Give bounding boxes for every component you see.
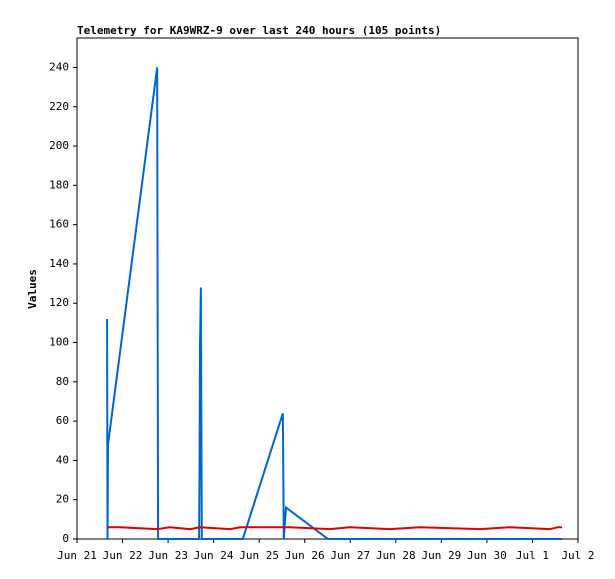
y-tick-label: 180: [49, 178, 69, 191]
y-tick-label: 120: [49, 296, 69, 309]
x-tick-label: Jun 30: [467, 549, 507, 562]
data-line: [106, 67, 563, 540]
x-tick-label: Jun 28: [376, 549, 416, 562]
x-tick-label: Jul 1: [516, 549, 549, 562]
y-tick-label: 240: [49, 60, 69, 73]
x-tick-label: Jun 23: [148, 549, 188, 562]
data-line: [107, 526, 563, 531]
y-tick-label: 80: [56, 375, 69, 388]
y-tick-label: 220: [49, 100, 69, 113]
y-tick-label: 160: [49, 218, 69, 231]
y-tick-label: 100: [49, 336, 69, 349]
y-tick-label: 60: [56, 414, 69, 427]
y-tick-label: 0: [62, 532, 69, 545]
x-tick-label: Jun 21: [57, 549, 97, 562]
x-tick-label: Jul 2: [561, 549, 594, 562]
y-tick-label: 140: [49, 257, 69, 270]
x-tick-label: Jun 22: [103, 549, 143, 562]
x-tick-label: Jun 25: [239, 549, 279, 562]
x-tick-label: Jun 29: [421, 549, 461, 562]
x-tick-label: Jun 27: [330, 549, 370, 562]
x-tick-label: Jun 26: [285, 549, 325, 562]
y-tick-label: 20: [56, 493, 69, 506]
y-axis-label: Values: [26, 269, 39, 309]
y-tick-label: 200: [49, 139, 69, 152]
chart-title: Telemetry for KA9WRZ-9 over last 240 hou…: [77, 24, 441, 37]
y-tick-label: 40: [56, 453, 69, 466]
x-tick-label: Jun 24: [194, 549, 234, 562]
